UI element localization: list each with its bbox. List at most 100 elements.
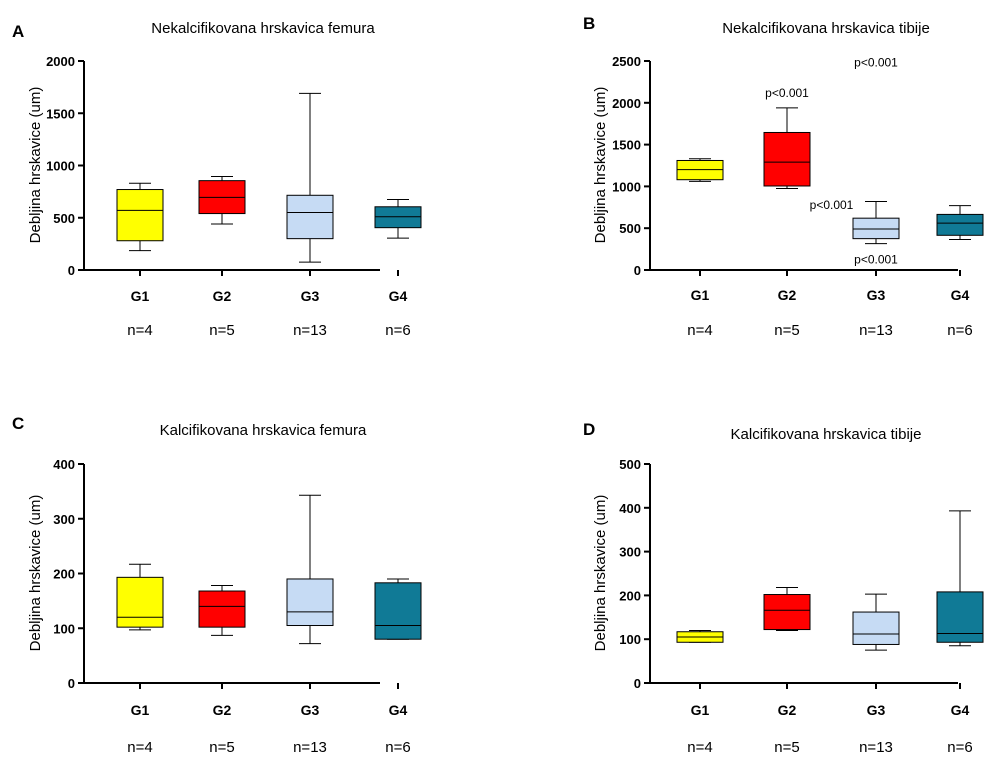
sample-size-label: n=4 xyxy=(687,739,712,756)
sample-size-label: n=4 xyxy=(687,322,712,339)
box-iqr xyxy=(763,131,811,187)
sample-size-label: n=4 xyxy=(127,739,152,756)
x-tick-label: G1 xyxy=(131,702,150,718)
y-axis-label: Debljina hrskavice (um) xyxy=(592,87,609,244)
y-tick-label: 500 xyxy=(619,457,641,472)
y-tick-label: 1500 xyxy=(612,138,641,153)
box-iqr xyxy=(116,189,164,242)
sample-size-label: n=6 xyxy=(947,739,972,756)
y-tick-label: 0 xyxy=(68,263,75,278)
y-tick-label: 2000 xyxy=(46,54,75,69)
sample-size-label: n=13 xyxy=(293,322,327,339)
box-iqr xyxy=(763,594,811,631)
x-tick-label: G2 xyxy=(213,702,232,718)
box-iqr xyxy=(374,582,422,640)
y-tick-label: 500 xyxy=(619,221,641,236)
sample-size-label: n=5 xyxy=(774,739,799,756)
x-tick-label: G3 xyxy=(867,287,886,303)
box-iqr xyxy=(374,206,422,229)
y-tick-label: 1500 xyxy=(46,106,75,121)
x-tick-label: G4 xyxy=(389,702,408,718)
sample-size-label: n=6 xyxy=(385,739,410,756)
x-tick-label: G4 xyxy=(389,288,408,304)
y-axis-label: Debljina hrskavice (um) xyxy=(27,495,44,652)
panel-letter: A xyxy=(12,22,24,41)
sample-size-label: n=6 xyxy=(385,322,410,339)
box-iqr xyxy=(286,194,334,240)
y-tick-label: 300 xyxy=(53,512,75,527)
x-tick-label: G4 xyxy=(951,287,970,303)
x-tick-label: G1 xyxy=(131,288,150,304)
box-g4 xyxy=(936,205,984,240)
x-tick-label: G3 xyxy=(867,702,886,718)
box-g3 xyxy=(286,494,334,645)
y-tick-label: 1000 xyxy=(612,179,641,194)
box-g3 xyxy=(286,92,334,263)
box-iqr xyxy=(852,611,900,645)
box-g2 xyxy=(198,175,246,225)
chart-panel-c: C Kalcifikovana hrskavica femura Debljina … xyxy=(12,414,422,756)
box-g2 xyxy=(198,585,246,636)
y-tick-label: 2500 xyxy=(612,54,641,69)
box-iqr xyxy=(116,576,164,628)
significance-annotation: p<0.001 xyxy=(854,253,898,267)
box-g4 xyxy=(374,578,422,640)
box-g3 xyxy=(852,200,900,245)
y-tick-label: 500 xyxy=(53,211,75,226)
x-tick-label: G4 xyxy=(951,702,970,718)
significance-annotation: p<0.001 xyxy=(810,198,854,212)
significance-annotation: p<0.001 xyxy=(765,86,809,100)
box-iqr xyxy=(286,578,334,627)
y-tick-label: 400 xyxy=(619,501,641,516)
chart-title: Nekalcifikovana hrskavica tibije xyxy=(722,20,930,37)
chart-title: Kalcifikovana hrskavica femura xyxy=(160,422,367,439)
panel-letter: B xyxy=(583,14,595,33)
box-g4 xyxy=(374,198,422,239)
sample-size-label: n=5 xyxy=(209,739,234,756)
y-tick-label: 0 xyxy=(634,676,641,691)
x-tick-label: G3 xyxy=(301,288,320,304)
y-tick-label: 2000 xyxy=(612,96,641,111)
chart-panel-b: B Nekalcifikovana hrskavica tibije Debljin… xyxy=(583,14,984,339)
y-tick-label: 100 xyxy=(53,621,75,636)
box-g1 xyxy=(676,629,724,643)
y-tick-label: 300 xyxy=(619,545,641,560)
x-tick-label: G2 xyxy=(213,288,232,304)
box-iqr xyxy=(936,213,984,236)
panel-letter: C xyxy=(12,414,24,433)
y-tick-label: 200 xyxy=(53,567,75,582)
chart-panel-a: A Nekalcifikovana hrskavica femura Debljin… xyxy=(12,20,422,339)
x-tick-label: G3 xyxy=(301,702,320,718)
chart-title: Nekalcifikovana hrskavica femura xyxy=(151,20,375,37)
sample-size-label: n=5 xyxy=(209,322,234,339)
box-iqr xyxy=(936,591,984,643)
y-tick-label: 200 xyxy=(619,588,641,603)
y-tick-label: 0 xyxy=(68,676,75,691)
x-tick-label: G1 xyxy=(691,287,710,303)
sample-size-label: n=13 xyxy=(859,322,893,339)
box-g2 xyxy=(763,107,811,189)
sample-size-label: n=4 xyxy=(127,322,152,339)
box-iqr xyxy=(198,590,246,628)
sample-size-label: n=13 xyxy=(859,739,893,756)
box-iqr xyxy=(852,217,900,240)
x-tick-label: G1 xyxy=(691,702,710,718)
box-g1 xyxy=(116,563,164,631)
box-g4 xyxy=(936,510,984,647)
x-tick-label: G2 xyxy=(778,702,797,718)
box-g1 xyxy=(676,158,724,182)
panel-letter: D xyxy=(583,420,595,439)
sample-size-label: n=5 xyxy=(774,322,799,339)
box-g1 xyxy=(116,182,164,252)
box-g2 xyxy=(763,587,811,631)
y-tick-label: 0 xyxy=(634,263,641,278)
sample-size-label: n=13 xyxy=(293,739,327,756)
box-g3 xyxy=(852,593,900,651)
y-tick-label: 100 xyxy=(619,632,641,647)
significance-annotation: p<0.001 xyxy=(854,56,898,70)
chart-panel-d: D Kalcifikovana hrskavica tibije Debljina … xyxy=(583,420,984,756)
y-tick-label: 1000 xyxy=(46,159,75,174)
x-tick-label: G2 xyxy=(778,287,797,303)
sample-size-label: n=6 xyxy=(947,322,972,339)
y-axis-label: Debljina hrskavice (um) xyxy=(27,87,44,244)
